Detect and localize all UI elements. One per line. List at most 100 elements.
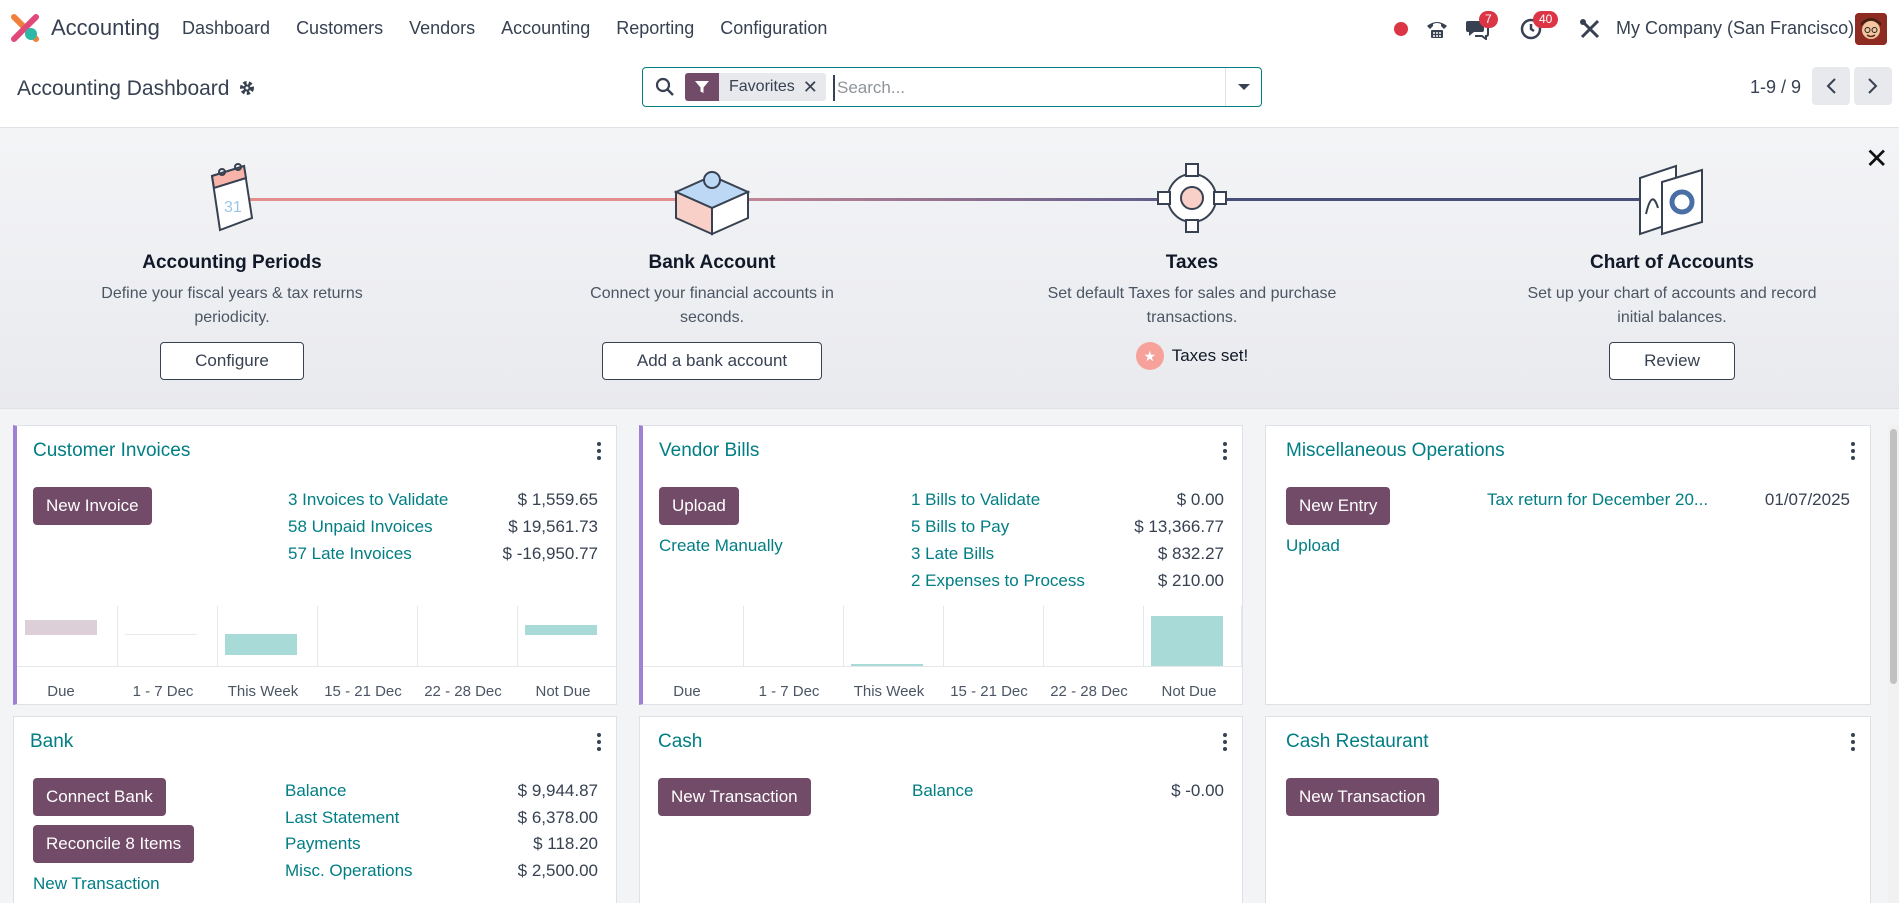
tick-label: 15 - 21 Dec xyxy=(950,683,1028,700)
last-statement-link[interactable]: Last Statement xyxy=(285,808,400,827)
pager-next-button[interactable] xyxy=(1854,67,1892,105)
kebab-menu-icon[interactable] xyxy=(596,733,602,751)
search-bar: Favorites ✕ xyxy=(642,67,1262,107)
kebab-menu-icon[interactable] xyxy=(1222,733,1228,751)
bar-due[interactable] xyxy=(25,620,97,635)
tick-label: Due xyxy=(673,683,701,700)
search-input[interactable] xyxy=(833,75,1213,101)
app-name[interactable]: Accounting xyxy=(51,15,160,40)
card-title[interactable]: Vendor Bills xyxy=(659,440,760,461)
chart-gridline xyxy=(843,606,844,666)
bar-1-7-dec[interactable] xyxy=(125,634,197,635)
balance-link[interactable]: Balance xyxy=(285,781,347,800)
tick-label: Not Due xyxy=(1161,683,1217,700)
chart-baseline xyxy=(643,666,1243,667)
filter-icon xyxy=(685,73,719,101)
new-entry-button[interactable]: New Entry xyxy=(1286,487,1391,525)
chart-of-accounts-icon xyxy=(1632,158,1712,238)
misc-operations-link[interactable]: Misc. Operations xyxy=(285,861,413,880)
taxes-done-status: ★ Taxes set! xyxy=(1012,342,1372,370)
invoices-to-validate-amount: $ 1,559.65 xyxy=(517,490,598,509)
card-title[interactable]: Customer Invoices xyxy=(33,440,191,461)
step-description-line: periodicity. xyxy=(194,309,270,326)
late-invoices-link[interactable]: 57 Late Invoices xyxy=(288,544,412,563)
review-button[interactable]: Review xyxy=(1609,342,1735,380)
create-manually-link[interactable]: Create Manually xyxy=(659,536,783,555)
tick-label: 1 - 7 Dec xyxy=(132,683,194,700)
balance-link[interactable]: Balance xyxy=(912,781,974,800)
bills-to-pay-link[interactable]: 5 Bills to Pay xyxy=(911,517,1010,536)
activity-clock-icon[interactable]: 40 xyxy=(1518,11,1559,42)
kebab-menu-icon[interactable] xyxy=(1222,442,1228,460)
card-title[interactable]: Cash xyxy=(658,731,703,752)
vertical-scrollbar[interactable] xyxy=(1888,425,1899,903)
user-avatar[interactable] xyxy=(1855,13,1887,45)
remove-facet-icon[interactable]: ✕ xyxy=(802,76,818,97)
kebab-menu-icon[interactable] xyxy=(596,442,602,460)
bills-chart[interactable]: Due 1 - 7 Dec This Week 15 - 21 Dec 22 -… xyxy=(643,606,1243,706)
bar-not-due[interactable] xyxy=(1151,616,1223,666)
new-invoice-button[interactable]: New Invoice xyxy=(33,487,152,525)
menu-vendors[interactable]: Vendors xyxy=(409,18,476,38)
menu-accounting[interactable]: Accounting xyxy=(501,18,591,38)
chart-gridline xyxy=(417,606,418,666)
menu-customers[interactable]: Customers xyxy=(296,18,384,38)
recording-indicator-icon[interactable] xyxy=(1388,16,1414,42)
pager-value[interactable]: 1-9 / 9 xyxy=(1750,77,1802,97)
chat-icon[interactable]: 7 xyxy=(1464,11,1498,42)
pager-previous-button[interactable] xyxy=(1812,67,1850,105)
chart-gridline xyxy=(217,606,218,666)
company-switcher[interactable]: My Company (San Francisco) xyxy=(1616,18,1855,38)
invoices-chart[interactable]: Due 1 - 7 Dec This Week 15 - 21 Dec 22 -… xyxy=(17,606,617,706)
gear-illustration-icon xyxy=(1152,158,1232,238)
debug-tools-icon[interactable] xyxy=(1577,16,1603,42)
bank-puzzle-icon xyxy=(672,158,752,238)
kebab-menu-icon[interactable] xyxy=(1850,442,1856,460)
search-icon[interactable] xyxy=(655,77,675,102)
late-invoices-amount: $ -16,950.77 xyxy=(502,544,598,563)
bills-to-validate-link[interactable]: 1 Bills to Validate xyxy=(911,490,1041,509)
gear-icon[interactable] xyxy=(238,79,256,102)
chart-gridline xyxy=(743,606,744,666)
chevron-right-icon xyxy=(1868,78,1878,94)
kebab-menu-icon[interactable] xyxy=(1850,733,1856,751)
new-transaction-button[interactable]: New Transaction xyxy=(658,778,811,816)
progress-line-todo xyxy=(1190,198,1670,201)
card-title[interactable]: Cash Restaurant xyxy=(1286,731,1429,752)
bar-not-due[interactable] xyxy=(525,625,597,635)
unpaid-invoices-amount: $ 19,561.73 xyxy=(508,517,598,536)
phone-icon[interactable] xyxy=(1424,16,1450,42)
add-bank-account-button[interactable]: Add a bank account xyxy=(601,342,823,380)
card-title[interactable]: Bank xyxy=(30,731,74,752)
menu-reporting[interactable]: Reporting xyxy=(616,18,695,38)
card-cash-restaurant: Cash Restaurant New Transaction xyxy=(1265,716,1871,903)
card-title[interactable]: Miscellaneous Operations xyxy=(1286,440,1505,461)
step-description-line: Define your fiscal years & tax returns xyxy=(101,285,363,302)
new-transaction-link[interactable]: New Transaction xyxy=(33,874,160,893)
chart-gridline xyxy=(1241,606,1242,666)
new-transaction-button[interactable]: New Transaction xyxy=(1286,778,1439,816)
bar-this-week[interactable] xyxy=(225,634,297,655)
reconcile-items-button[interactable]: Reconcile 8 Items xyxy=(33,825,195,863)
connect-bank-button[interactable]: Connect Bank xyxy=(33,778,166,816)
payments-link[interactable]: Payments xyxy=(285,834,361,853)
tax-return-date: 01/07/2025 xyxy=(1764,490,1850,509)
bar-this-week[interactable] xyxy=(851,664,923,666)
late-bills-link[interactable]: 3 Late Bills xyxy=(911,544,995,563)
search-options-toggle[interactable] xyxy=(1225,68,1261,106)
upload-button[interactable]: Upload xyxy=(659,487,739,525)
menu-configuration[interactable]: Configuration xyxy=(720,18,828,38)
upload-link[interactable]: Upload xyxy=(1286,536,1340,555)
step-chart-of-accounts: Chart of Accounts Set up your chart of a… xyxy=(1492,158,1852,380)
chart-gridline xyxy=(943,606,944,666)
unpaid-invoices-link[interactable]: 58 Unpaid Invoices xyxy=(288,517,433,536)
step-description-line: transactions. xyxy=(1146,309,1238,326)
app-logo-icon[interactable] xyxy=(11,14,39,42)
scrollbar-thumb[interactable] xyxy=(1890,429,1897,684)
close-onboarding-icon[interactable]: ✕ xyxy=(1865,143,1889,174)
tax-return-link[interactable]: Tax return for December 20... xyxy=(1487,490,1709,509)
menu-dashboard[interactable]: Dashboard xyxy=(182,18,271,38)
configure-button[interactable]: Configure xyxy=(160,342,304,380)
invoices-to-validate-link[interactable]: 3 Invoices to Validate xyxy=(288,490,449,509)
expenses-to-process-link[interactable]: 2 Expenses to Process xyxy=(911,571,1085,590)
